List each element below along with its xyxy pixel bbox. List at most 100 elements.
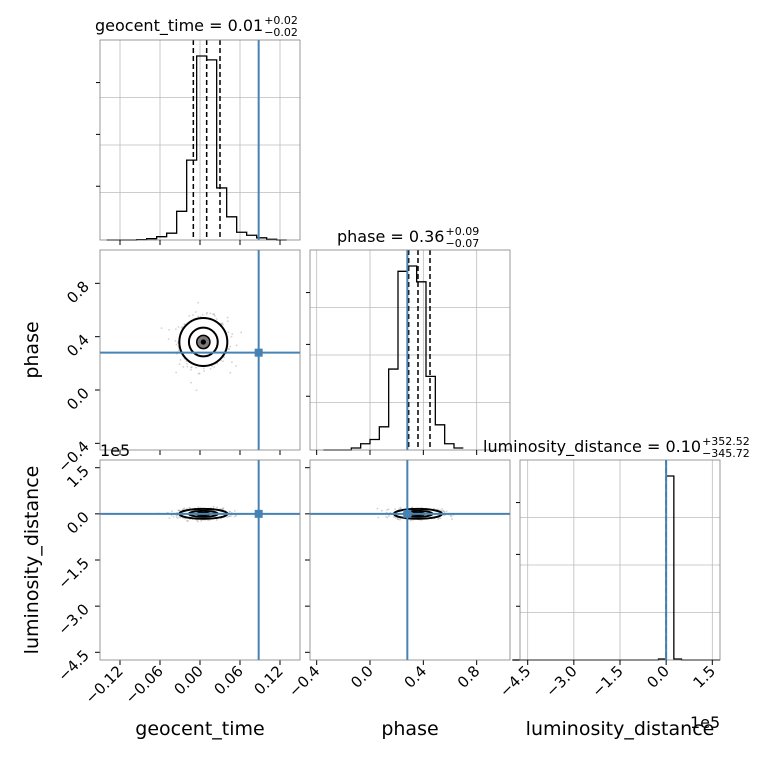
x-axis-label-geocent-time: geocent_time [135,718,264,740]
panel-title-luminosity_distance: luminosity_distance = 0.10 [483,437,701,457]
scatter-point [186,519,188,522]
y-tick-label-luminosity_distance: −1.5 [54,554,92,592]
scatter-point [437,508,439,511]
y-tick-label-phase: 0.4 [63,331,93,361]
scatter-point [396,518,399,521]
scatter-point [181,325,184,328]
scatter-point [376,507,379,510]
x-tick-label-luminosity_distance: −4.5 [496,662,534,700]
scatter-point [176,517,179,519]
scatter-point [437,517,440,519]
scatter-point [215,318,218,320]
scatter-point [442,510,445,513]
scatter-point [190,366,192,369]
scatter-point [443,514,445,517]
scatter-point [380,509,383,512]
panel-background [310,250,510,450]
y-axis-label-phase: phase [21,321,43,378]
scatter-point [233,515,236,518]
scatter-point [190,366,193,369]
title-lower-error: −0.02 [264,26,298,39]
scatter-point [178,363,181,366]
x-tick-label-geocent_time: −0.06 [122,662,167,707]
y-tick-label-phase: 0.0 [63,384,93,414]
panel-background [310,460,510,660]
scatter-point [178,515,181,518]
scatter-point [231,333,234,335]
scatter-point [203,370,206,372]
x-tick-label-phase: 0.0 [347,662,377,692]
scatter-point [440,509,443,512]
scatter-point [228,515,230,518]
scatter-point [213,313,215,315]
y-tick-label-luminosity_distance: 0.0 [63,508,93,538]
scatter-point [235,364,237,367]
scatter-point [190,368,192,371]
x-axis-label-luminosity-distance: luminosity_distance [526,718,715,740]
title-lower-error: −345.72 [702,447,750,460]
panel-background [100,460,300,660]
scatter-point [222,323,224,326]
scatter-point [409,519,412,522]
scatter-point [411,506,414,509]
scatter-point [445,510,448,513]
x-tick-label-geocent_time: 0.12 [250,662,286,698]
hist-panel-phase [306,249,511,455]
scatter-point [188,315,191,317]
truth-marker [403,509,412,518]
scatter-point [226,316,229,319]
scatter-point [196,520,199,523]
scatter-point [178,509,181,512]
scatter-point [160,327,163,330]
scatter-point [197,301,199,304]
scatter-point [387,508,390,511]
scatter-point [175,371,178,374]
scatter-point [397,518,400,520]
scatter-point [175,516,178,518]
scatter-point [209,312,212,315]
scatter-point [230,335,233,338]
scatter-point [231,361,233,364]
truth-marker [254,509,263,518]
scatter-point [188,507,191,509]
scatter-point [175,343,178,346]
scatter-point [167,338,170,341]
scatter-point [179,359,182,361]
scatter-point [208,519,211,522]
scatter-point [212,505,215,508]
scatter-point [235,344,238,347]
y-axis-label-luminosity-distance: luminosity_distance [21,466,43,655]
x-axis-label-phase: phase [381,718,438,740]
scatter-point [235,514,237,517]
scatter-point [192,314,194,316]
panel-frame [309,249,511,451]
title-upper-error: +0.02 [264,14,298,27]
scatter-point [439,517,442,520]
x-tick-label-luminosity_distance: −3.0 [542,662,580,700]
panel-frame [309,459,511,661]
scatter-point [210,365,213,368]
y-tick-label-luminosity_distance: −3.0 [54,600,92,638]
scatter-point [387,515,390,518]
x-offset-text: 1e5 [690,713,720,732]
scatter-point [443,510,446,513]
scatter-point [420,506,423,509]
scatter-point [178,349,180,352]
scatter-point [233,509,236,512]
scatter-point [222,360,224,363]
y-tick-label-luminosity_distance: −4.5 [54,646,92,684]
scatter-point [240,331,243,334]
scatter-point [394,516,397,519]
scatter-point [212,313,214,316]
scatter-point [194,311,197,313]
scatter-panel-phase-luminosity_distance [305,459,511,665]
scatter-point [399,506,402,509]
scatter-point [168,517,171,520]
panel-frame [99,249,301,451]
scatter-point [442,510,445,512]
scatter-point [172,515,175,518]
scatter-point [206,311,209,314]
scatter-point [222,507,224,510]
scatter-point [216,506,218,509]
